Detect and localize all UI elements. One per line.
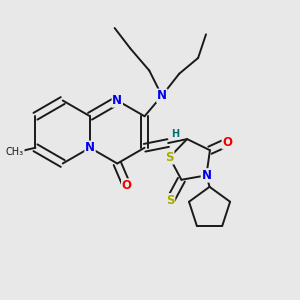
Text: S: S [166,194,175,207]
Text: N: N [201,169,212,182]
Text: N: N [112,94,122,107]
Text: H: H [172,129,180,139]
Text: N: N [157,89,167,102]
Text: O: O [122,179,132,192]
Text: S: S [165,151,174,164]
Text: O: O [222,136,232,149]
Text: N: N [85,141,95,154]
Text: CH₃: CH₃ [6,148,24,158]
